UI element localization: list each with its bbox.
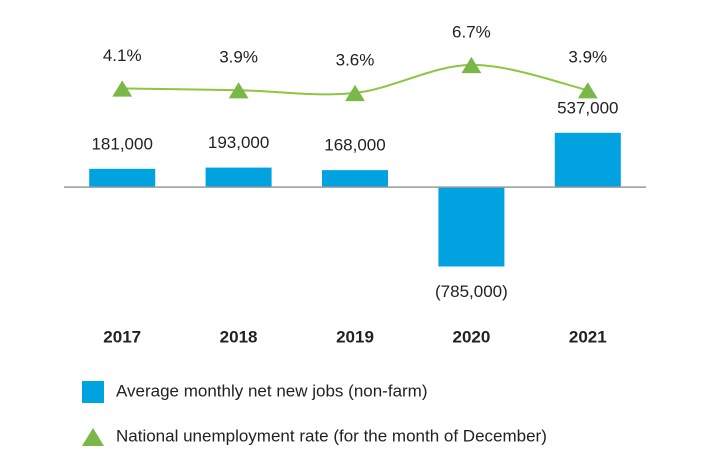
x-tick-label: 2020 (452, 327, 490, 346)
x-tick-label: 2021 (569, 327, 607, 346)
line-marker (577, 82, 598, 99)
legend-label: National unemployment rate (for the mont… (116, 426, 547, 445)
bar (205, 167, 272, 188)
data-label: 168,000 (324, 136, 385, 155)
data-label: 3.9% (568, 48, 607, 67)
x-tick-label: 2019 (336, 327, 374, 346)
bar (322, 170, 388, 188)
line-marker (461, 56, 482, 74)
line-marker (228, 82, 249, 99)
x-tick-label: 2017 (103, 327, 141, 346)
data-label: 6.7% (452, 22, 491, 41)
line-marker (112, 80, 133, 97)
legend-label: Average monthly net new jobs (non-farm) (116, 381, 428, 400)
bar (554, 132, 621, 188)
line-marker (345, 84, 365, 102)
legend-marker (82, 428, 104, 446)
data-label: 3.6% (336, 50, 375, 69)
data-label: 537,000 (557, 98, 618, 117)
data-label: 181,000 (91, 134, 152, 153)
data-label: (785,000) (435, 282, 508, 301)
legend-marker (82, 381, 104, 403)
data-label: 3.9% (219, 48, 258, 67)
bar (89, 168, 156, 188)
data-label: 4.1% (103, 46, 142, 65)
bar (438, 187, 505, 267)
x-tick-label: 2018 (220, 327, 258, 346)
data-label: 193,000 (208, 133, 269, 152)
